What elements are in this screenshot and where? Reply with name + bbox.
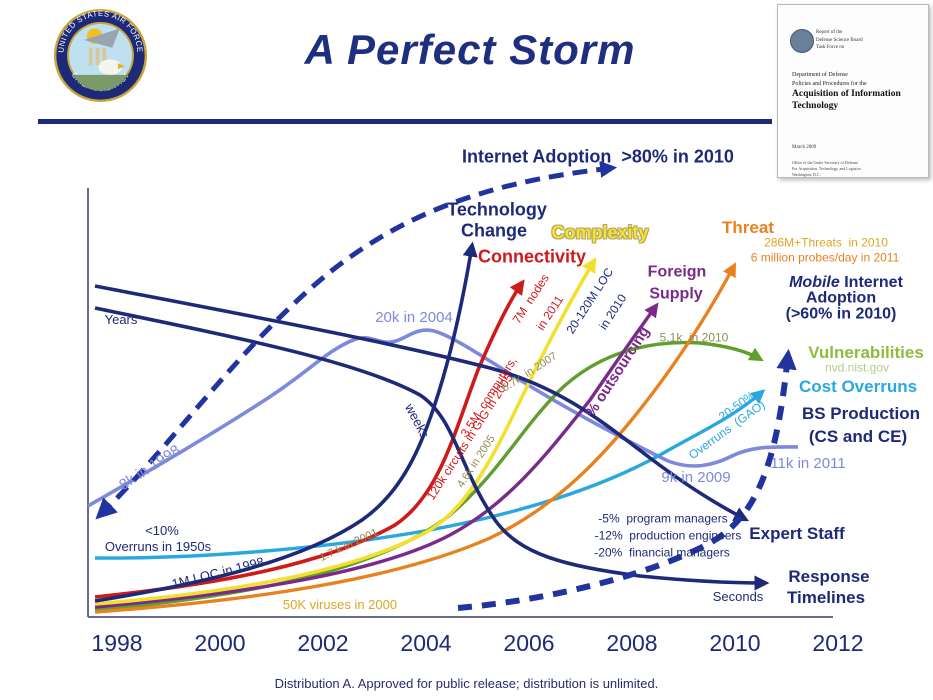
report-title: Acquisition of Information Technology bbox=[792, 89, 901, 113]
chart-label-seconds: Seconds bbox=[712, 589, 764, 605]
chart-label-internet_adoption: Internet Adoption >80% in 2010 bbox=[462, 146, 734, 167]
chart-label-pm: -5% program managers bbox=[598, 511, 728, 526]
mobile-word: Mobile bbox=[789, 274, 840, 291]
distribution-statement: Distribution A. Approved for public rele… bbox=[274, 676, 659, 691]
chart-label-years: Years bbox=[104, 312, 138, 328]
x-tick-1998: 1998 bbox=[91, 630, 143, 656]
chart-label-pe: -12% production engineers bbox=[594, 528, 742, 543]
report-subtitle: Department of Defense Policies and Proce… bbox=[792, 71, 867, 88]
report-address-line: For Acquisition, Technology, and Logisti… bbox=[792, 166, 861, 171]
curve-mobile-internet-adoption bbox=[457, 348, 797, 611]
air-force-seal: UNITED STATES AIR FORCE CHIEF SCIENTIST bbox=[52, 7, 149, 104]
chart-label-vulnerabilities: Vulnerabilities bbox=[808, 343, 924, 363]
report-subtitle-line: Policies and Procedures for the bbox=[792, 80, 867, 87]
x-tick-2004: 2004 bbox=[400, 630, 452, 656]
x-tick-2006: 2006 bbox=[503, 630, 555, 656]
x-tick-2000: 2000 bbox=[194, 630, 246, 656]
x-tick-2012: 2012 bbox=[812, 630, 864, 656]
report-header-line: Defense Science Board bbox=[816, 37, 863, 43]
chart-label-k20: 20k in 2004 bbox=[375, 309, 453, 327]
chart-label-viruses: 50K viruses in 2000 bbox=[282, 597, 398, 613]
chart-label-cost_overruns: Cost Overruns bbox=[798, 377, 918, 397]
x-tick-2008: 2008 bbox=[606, 630, 658, 656]
report-title-line: Acquisition of Information bbox=[792, 89, 901, 99]
chart-label-k9: 9k in 2009 bbox=[661, 469, 731, 487]
chart-label-nvd: nvd.nist.gov bbox=[824, 360, 890, 375]
report-date: March 2009 bbox=[792, 145, 817, 150]
chart-label-mobile-internet: Mobile Internet bbox=[789, 274, 903, 292]
curve-internet-adoption bbox=[95, 160, 618, 520]
chart-label-adoption_3: (>60% in 2010) bbox=[785, 305, 897, 323]
report-address: Office of the Under Secretary of Defense… bbox=[792, 160, 861, 178]
chart-label-foreign_2: Supply bbox=[649, 285, 703, 303]
report-subtitle-line: Department of Defense bbox=[792, 72, 848, 78]
chart-label-complexity: Complexity bbox=[551, 222, 649, 243]
x-tick-2002: 2002 bbox=[297, 630, 349, 656]
chart-label-bs_2: (CS and CE) bbox=[808, 427, 908, 447]
internet-word: Internet bbox=[839, 274, 903, 291]
chart-label-bs_1: BS Production bbox=[801, 404, 921, 424]
air-force-seal-graphic: UNITED STATES AIR FORCE CHIEF SCIENTIST bbox=[53, 8, 148, 103]
chart-label-expert: Expert Staff bbox=[749, 524, 845, 544]
page-title: A Perfect Storm bbox=[304, 26, 636, 73]
chart-label-tech_change_1: Technology bbox=[447, 199, 547, 220]
chart-label-threat: Threat bbox=[722, 218, 774, 238]
chart-label-resp_2: Timelines bbox=[786, 588, 866, 608]
chart-label-fm: -20% financial managers bbox=[594, 545, 730, 560]
chart-label-probes: 6 million probes/day in 2011 bbox=[750, 250, 900, 265]
chart-label-connectivity: Connectivity bbox=[477, 246, 587, 267]
report-thumbnail: Report of the Defense Science Board Task… bbox=[777, 4, 929, 178]
report-address-line: Washington, D.C. bbox=[792, 172, 821, 177]
chart-label-adoption_2: Adoption bbox=[805, 289, 877, 307]
report-title-line: Technology bbox=[792, 100, 839, 111]
chart-label-resp_1: Response bbox=[788, 567, 870, 587]
header-divider bbox=[38, 119, 772, 124]
chart-label-threat_2010: 286M+Threats in 2010 bbox=[764, 235, 888, 250]
chart-label-overruns50_2: Overruns in 1950s bbox=[104, 539, 212, 555]
chart-label-k11: 11k in 2011 bbox=[770, 455, 846, 473]
chart-label-tech_change_2: Change bbox=[460, 220, 528, 241]
report-header-line: Report of the bbox=[816, 30, 843, 35]
x-tick-2010: 2010 bbox=[709, 630, 761, 656]
report-header-line: Task Force on bbox=[816, 45, 845, 50]
chart-label-overruns50_1: <10% bbox=[145, 523, 179, 539]
chart-label-foreign_1: Foreign bbox=[647, 263, 707, 281]
report-header: Report of the Defense Science Board Task… bbox=[816, 29, 863, 52]
chart-label-k51: 5.1k in 2010 bbox=[659, 330, 729, 345]
report-address-line: Office of the Under Secretary of Defense bbox=[792, 160, 858, 165]
dod-seal-icon bbox=[790, 29, 814, 53]
